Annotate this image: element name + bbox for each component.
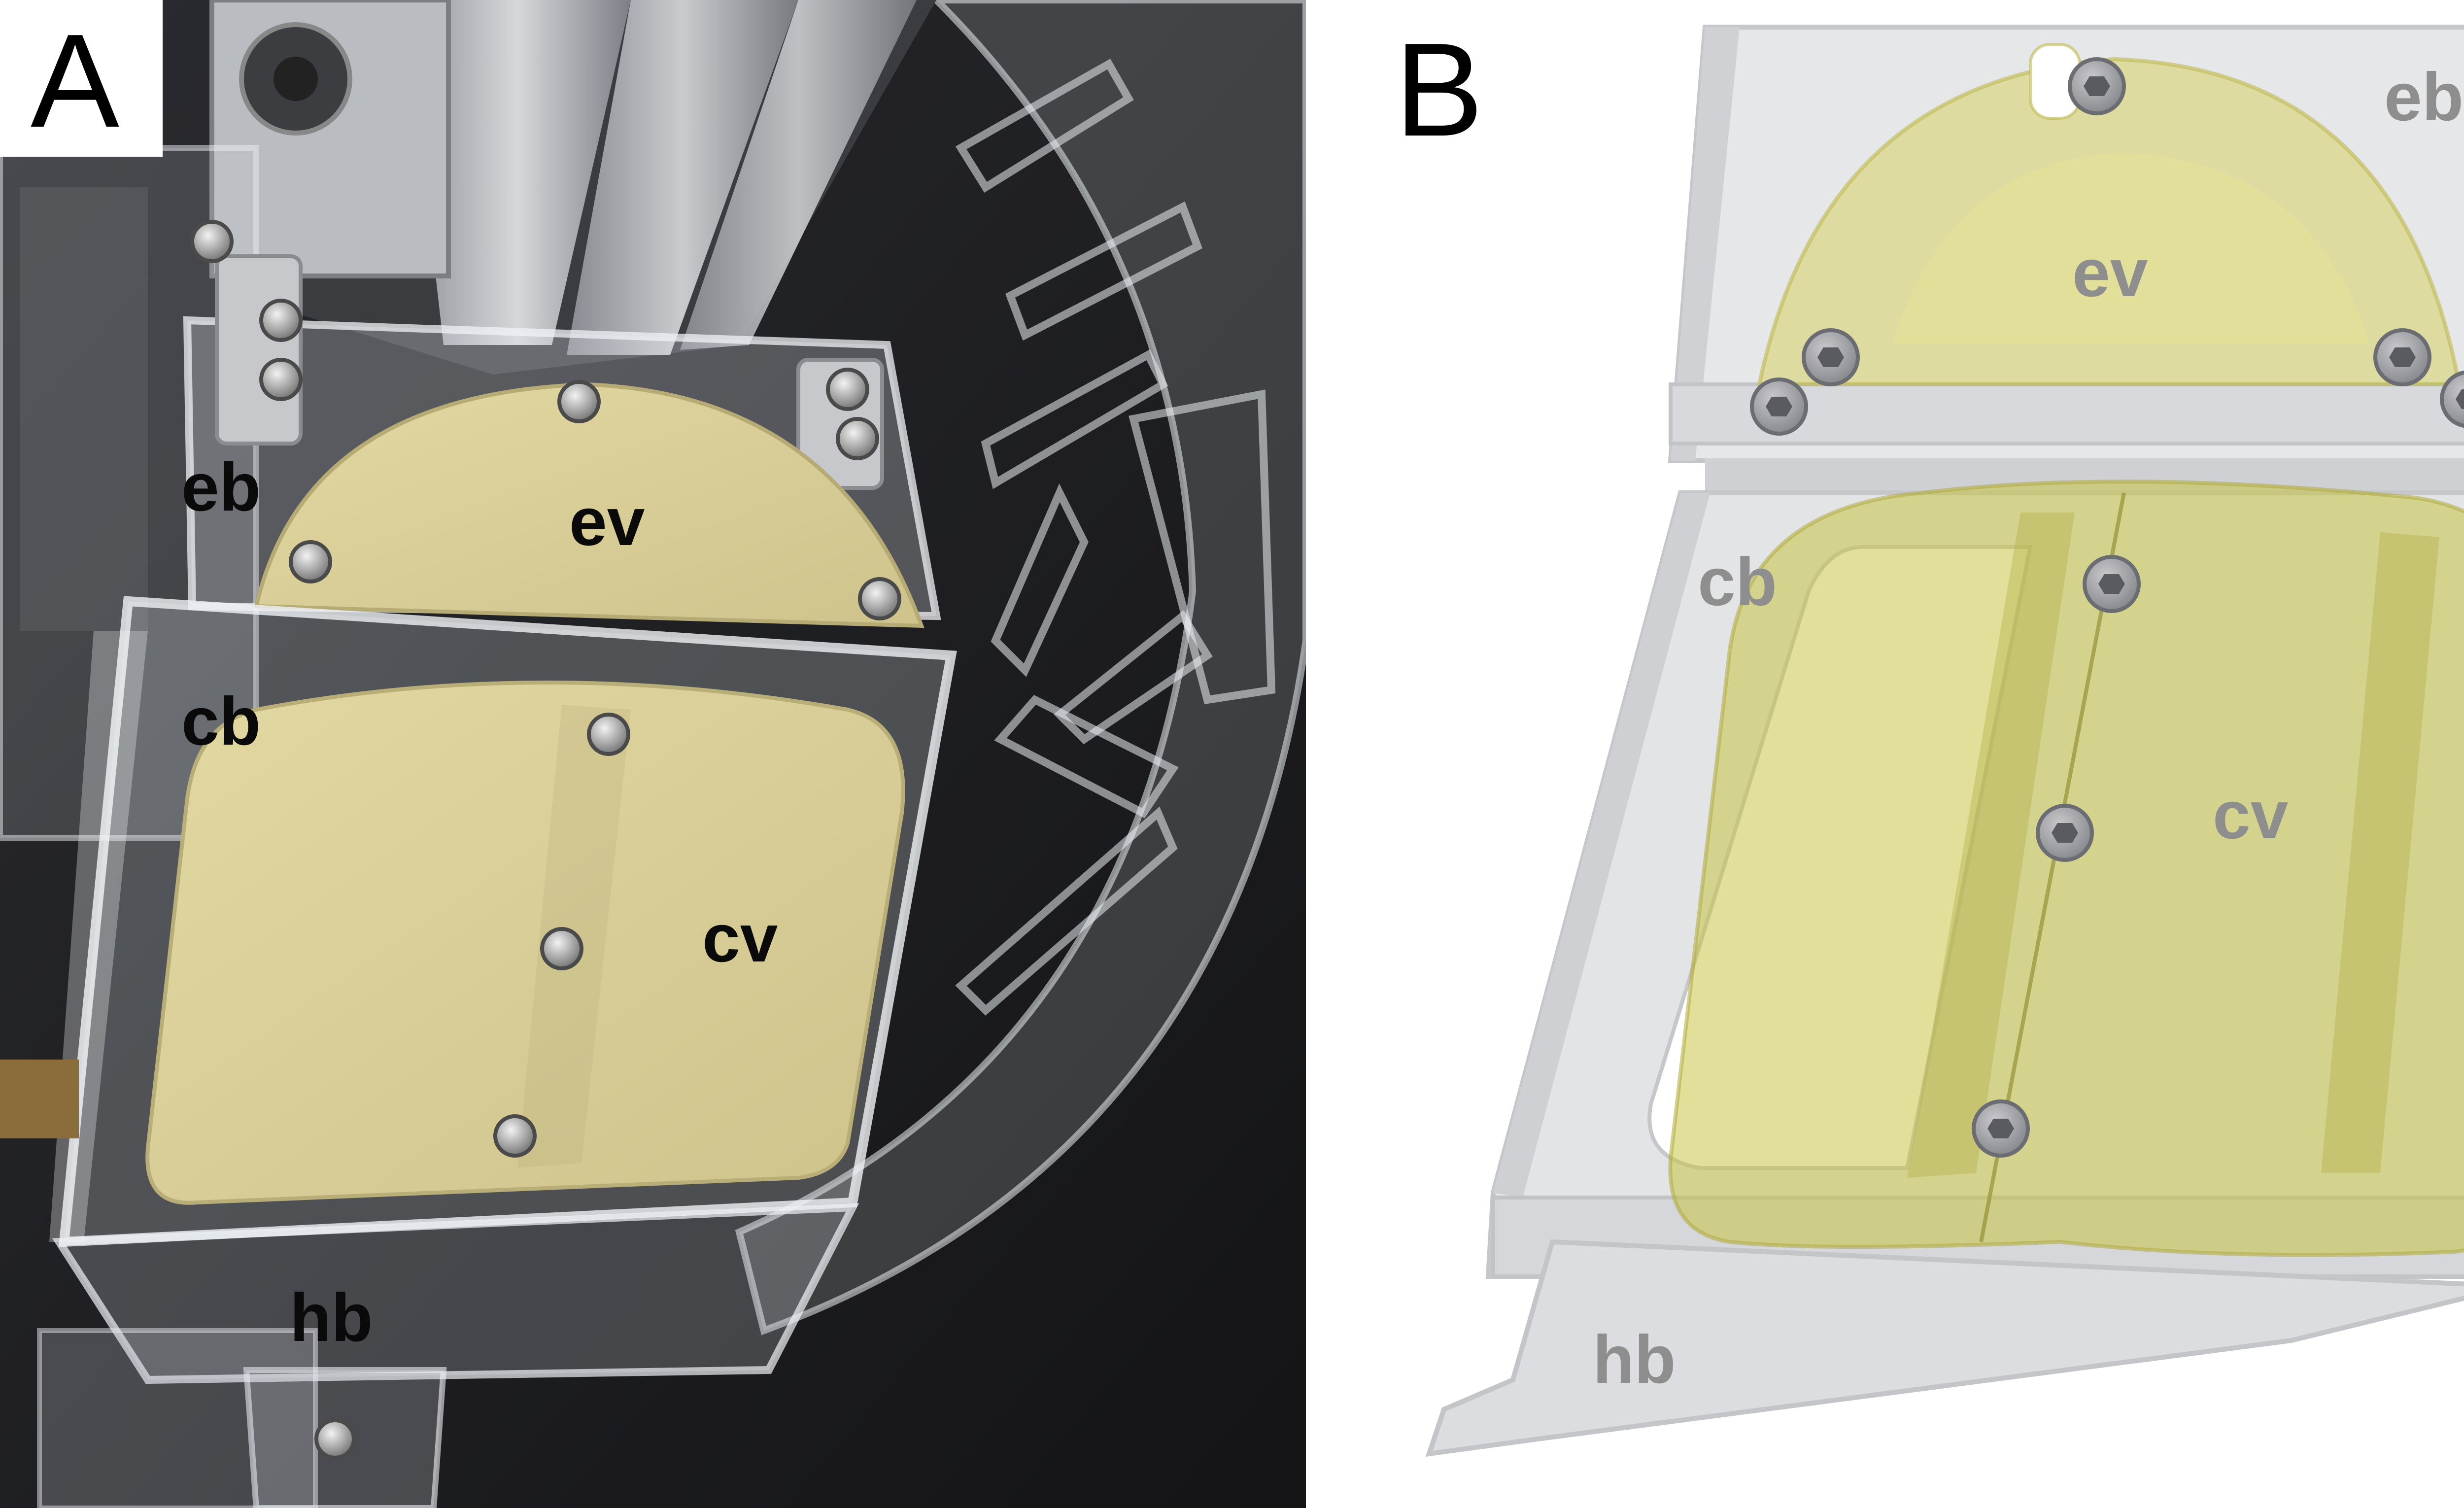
bolt-hex-sockets (1766, 76, 2464, 1138)
bolt-icon (858, 577, 901, 620)
left-fitting (0, 1060, 79, 1138)
bracket-clamp-left (215, 254, 303, 446)
panel-b-cad: B eb ev cb cv hb (1306, 0, 2464, 1508)
acrylic-ring-slots (955, 59, 1276, 1016)
label-ev-cad: ev (2072, 235, 2148, 311)
bolt-icon (259, 358, 303, 401)
bolt-icon (259, 299, 303, 342)
bolt-icon (289, 540, 332, 583)
acrylic-ring (735, 0, 1306, 1336)
aluminum-rail-2 (567, 0, 798, 355)
label-eb-photo: eb (181, 449, 261, 525)
label-cb-photo: cb (181, 684, 261, 759)
bolt-icon (826, 368, 869, 411)
panel-a-photo: A eb ev cb cv hb (0, 0, 1306, 1508)
panel-b-illustration (1425, 25, 2464, 1457)
label-hb-cad: hb (1593, 1322, 1676, 1398)
label-cv-photo: cv (702, 900, 778, 976)
label-cv-cad: cv (2213, 777, 2289, 853)
bolt-icon (493, 1114, 537, 1158)
cover-valve-cv (1668, 480, 2464, 1257)
label-ev-photo: ev (569, 484, 645, 560)
bolt-icon (314, 1418, 356, 1460)
bolt-icon (190, 220, 234, 263)
aluminum-rail-3 (680, 0, 917, 350)
cv-left-ridge (1907, 513, 2075, 1178)
aluminum-rail-1 (404, 0, 631, 345)
label-eb-cad: eb (2384, 59, 2464, 135)
ev-inner-ridge (1892, 153, 2370, 345)
bolt-icon (2440, 370, 2464, 428)
cb-left-edge (1493, 493, 1710, 1198)
panel-letter-a-background (0, 0, 163, 157)
panel-letter-a: A (31, 7, 120, 155)
cover-valve-cv (145, 681, 905, 1205)
bolt-icon (587, 713, 630, 756)
bolt-icon (836, 417, 879, 460)
bolt-icon (540, 927, 583, 970)
eb-edge (1671, 27, 1740, 461)
bolt-icon (557, 380, 601, 423)
panel-a-illustration (0, 0, 1306, 1508)
label-cb-cad: cb (1698, 544, 1778, 620)
panel-letter-b: B (1395, 16, 1484, 164)
bolt-icons (190, 220, 901, 1460)
cv-right-ridge (2321, 532, 2439, 1173)
hinge-bracket-hb (1425, 1239, 2464, 1457)
label-hb-photo: hb (290, 1280, 373, 1356)
hinge-bracket-hb (52, 1203, 859, 1384)
